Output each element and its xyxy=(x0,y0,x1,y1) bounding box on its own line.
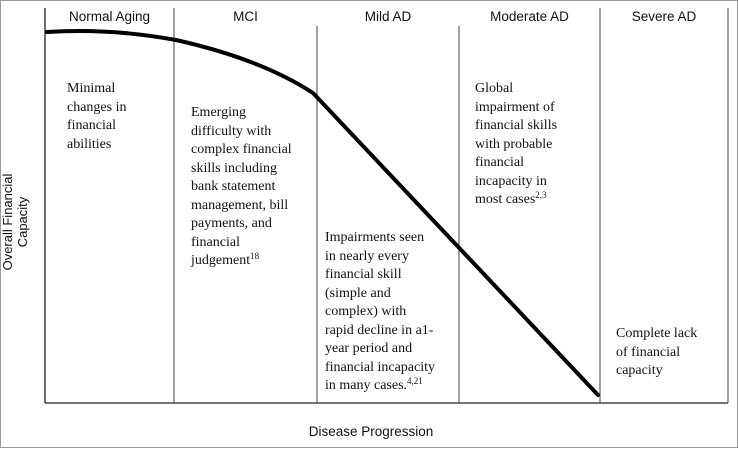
description-line: Complete lack xyxy=(616,326,698,341)
stage-description-mci: Emerging difficulty with complex financial… xyxy=(191,104,292,271)
stage-label-mci: MCI xyxy=(233,9,258,24)
y-axis-label: Overall Financial Capacity xyxy=(0,173,30,271)
stage-label-moderate-ad: Moderate AD xyxy=(490,9,569,24)
description-line: Impairments seen xyxy=(325,230,425,245)
description-line: financial skills xyxy=(475,118,558,133)
description-line: financial xyxy=(67,118,116,133)
description-line: changes in xyxy=(67,99,127,115)
stage-description-normal-aging: Minimal changes in financial abilities xyxy=(67,80,126,154)
stage-description-moderate-ad: Global impairment of financial skills with … xyxy=(475,80,557,210)
citation-superscript: 18 xyxy=(250,251,260,261)
description-line: (simple and xyxy=(325,285,391,301)
description-line: financial skill xyxy=(325,267,402,282)
description-line: financial incapacity xyxy=(325,359,435,375)
description-line: most cases2,3 xyxy=(475,190,547,208)
description-line: payments, and xyxy=(191,216,272,231)
description-line: incapacity in xyxy=(475,173,547,189)
citation-superscript: 4,21 xyxy=(407,376,423,386)
x-axis-label: Disease Progression xyxy=(308,424,434,439)
description-line: skills including xyxy=(191,160,277,176)
citation-superscript: 2,3 xyxy=(535,190,547,200)
description-line: Minimal xyxy=(67,81,116,96)
description-line: abilities xyxy=(67,136,112,152)
stage-label-severe-ad: Severe AD xyxy=(631,9,697,24)
description-line: complex financial xyxy=(191,142,292,157)
description-line: rapid decline in a1- xyxy=(325,322,434,338)
stage-label-mild-ad: Mild AD xyxy=(364,9,412,24)
description-line: financial xyxy=(191,234,240,250)
description-line: Global xyxy=(475,81,514,96)
description-line: judgement18 xyxy=(191,251,260,269)
description-line: Emerging xyxy=(191,105,246,120)
description-line: year period and xyxy=(325,341,413,356)
description-line: complex) with xyxy=(325,304,407,319)
description-line: management, bill xyxy=(191,197,289,213)
stage-description-severe-ad: Complete lack of financial capacity xyxy=(616,325,697,381)
description-line: impairment of xyxy=(475,99,555,115)
description-line: bank statement xyxy=(191,179,276,194)
stage-description-mild-ad: Impairments seen in nearly every financial… xyxy=(325,229,435,396)
description-line: capacity xyxy=(616,363,663,378)
description-line: difficulty with xyxy=(191,123,272,139)
description-line: of financial xyxy=(616,344,681,360)
description-line: with probable xyxy=(475,136,553,152)
stage-label-normal-aging: Normal Aging xyxy=(68,9,151,24)
description-line: in many cases.4,21 xyxy=(325,376,423,394)
description-line: in nearly every xyxy=(325,248,409,264)
financial-capacity-curve xyxy=(45,29,600,397)
description-line: financial xyxy=(475,155,524,170)
